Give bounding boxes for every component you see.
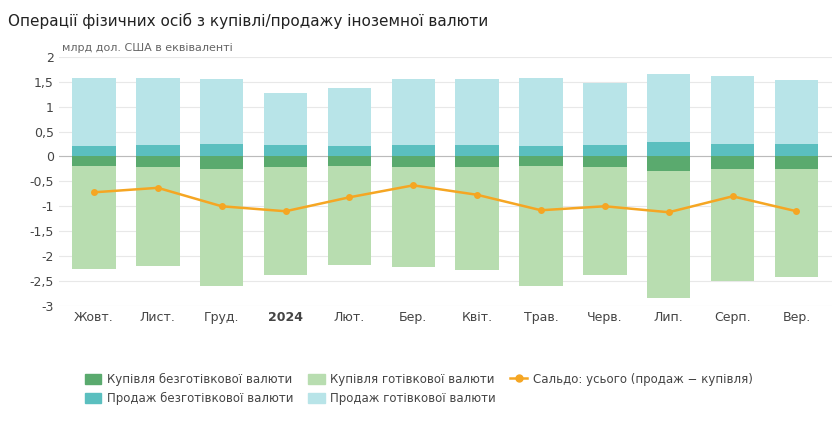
Bar	[519, 146, 563, 156]
Bar	[328, 166, 371, 265]
Bar	[200, 144, 244, 156]
Bar	[264, 167, 307, 275]
Bar	[72, 166, 116, 268]
Bar	[711, 76, 754, 144]
Bar	[583, 146, 627, 156]
Bar	[264, 156, 307, 167]
Bar	[328, 88, 371, 146]
Bar	[136, 78, 180, 146]
Bar	[711, 144, 754, 156]
Bar	[72, 78, 116, 146]
Bar	[391, 167, 435, 267]
Bar	[519, 156, 563, 166]
Bar	[72, 156, 116, 166]
Bar	[391, 79, 435, 146]
Bar	[711, 156, 754, 169]
Bar	[455, 167, 499, 270]
Bar	[774, 156, 818, 169]
Text: Операції фізичних осіб з купівлі/продажу іноземної валюти: Операції фізичних осіб з купівлі/продажу…	[8, 13, 489, 29]
Text: млрд дол. США в еквіваленті: млрд дол. США в еквіваленті	[62, 43, 233, 53]
Bar	[264, 146, 307, 156]
Bar	[200, 156, 244, 169]
Bar	[647, 171, 690, 298]
Bar	[774, 144, 818, 156]
Bar	[647, 142, 690, 156]
Bar	[264, 93, 307, 146]
Bar	[774, 169, 818, 277]
Bar	[455, 79, 499, 146]
Bar	[136, 167, 180, 266]
Bar	[455, 146, 499, 156]
Bar	[328, 146, 371, 156]
Bar	[455, 156, 499, 167]
Bar	[519, 78, 563, 146]
Bar	[583, 83, 627, 146]
Bar	[200, 169, 244, 286]
Bar	[774, 80, 818, 144]
Bar	[391, 156, 435, 167]
Bar	[136, 156, 180, 167]
Bar	[711, 169, 754, 281]
Bar	[391, 146, 435, 156]
Bar	[136, 146, 180, 156]
Bar	[328, 156, 371, 166]
Bar	[583, 156, 627, 167]
Bar	[72, 146, 116, 156]
Bar	[647, 156, 690, 171]
Bar	[583, 167, 627, 275]
Bar	[647, 74, 690, 142]
Bar	[519, 166, 563, 286]
Bar	[200, 79, 244, 144]
Legend: Купівля безготівкової валюти, Продаж безготівкової валюти, Купівля готівкової ва: Купівля безготівкової валюти, Продаж без…	[80, 368, 758, 409]
